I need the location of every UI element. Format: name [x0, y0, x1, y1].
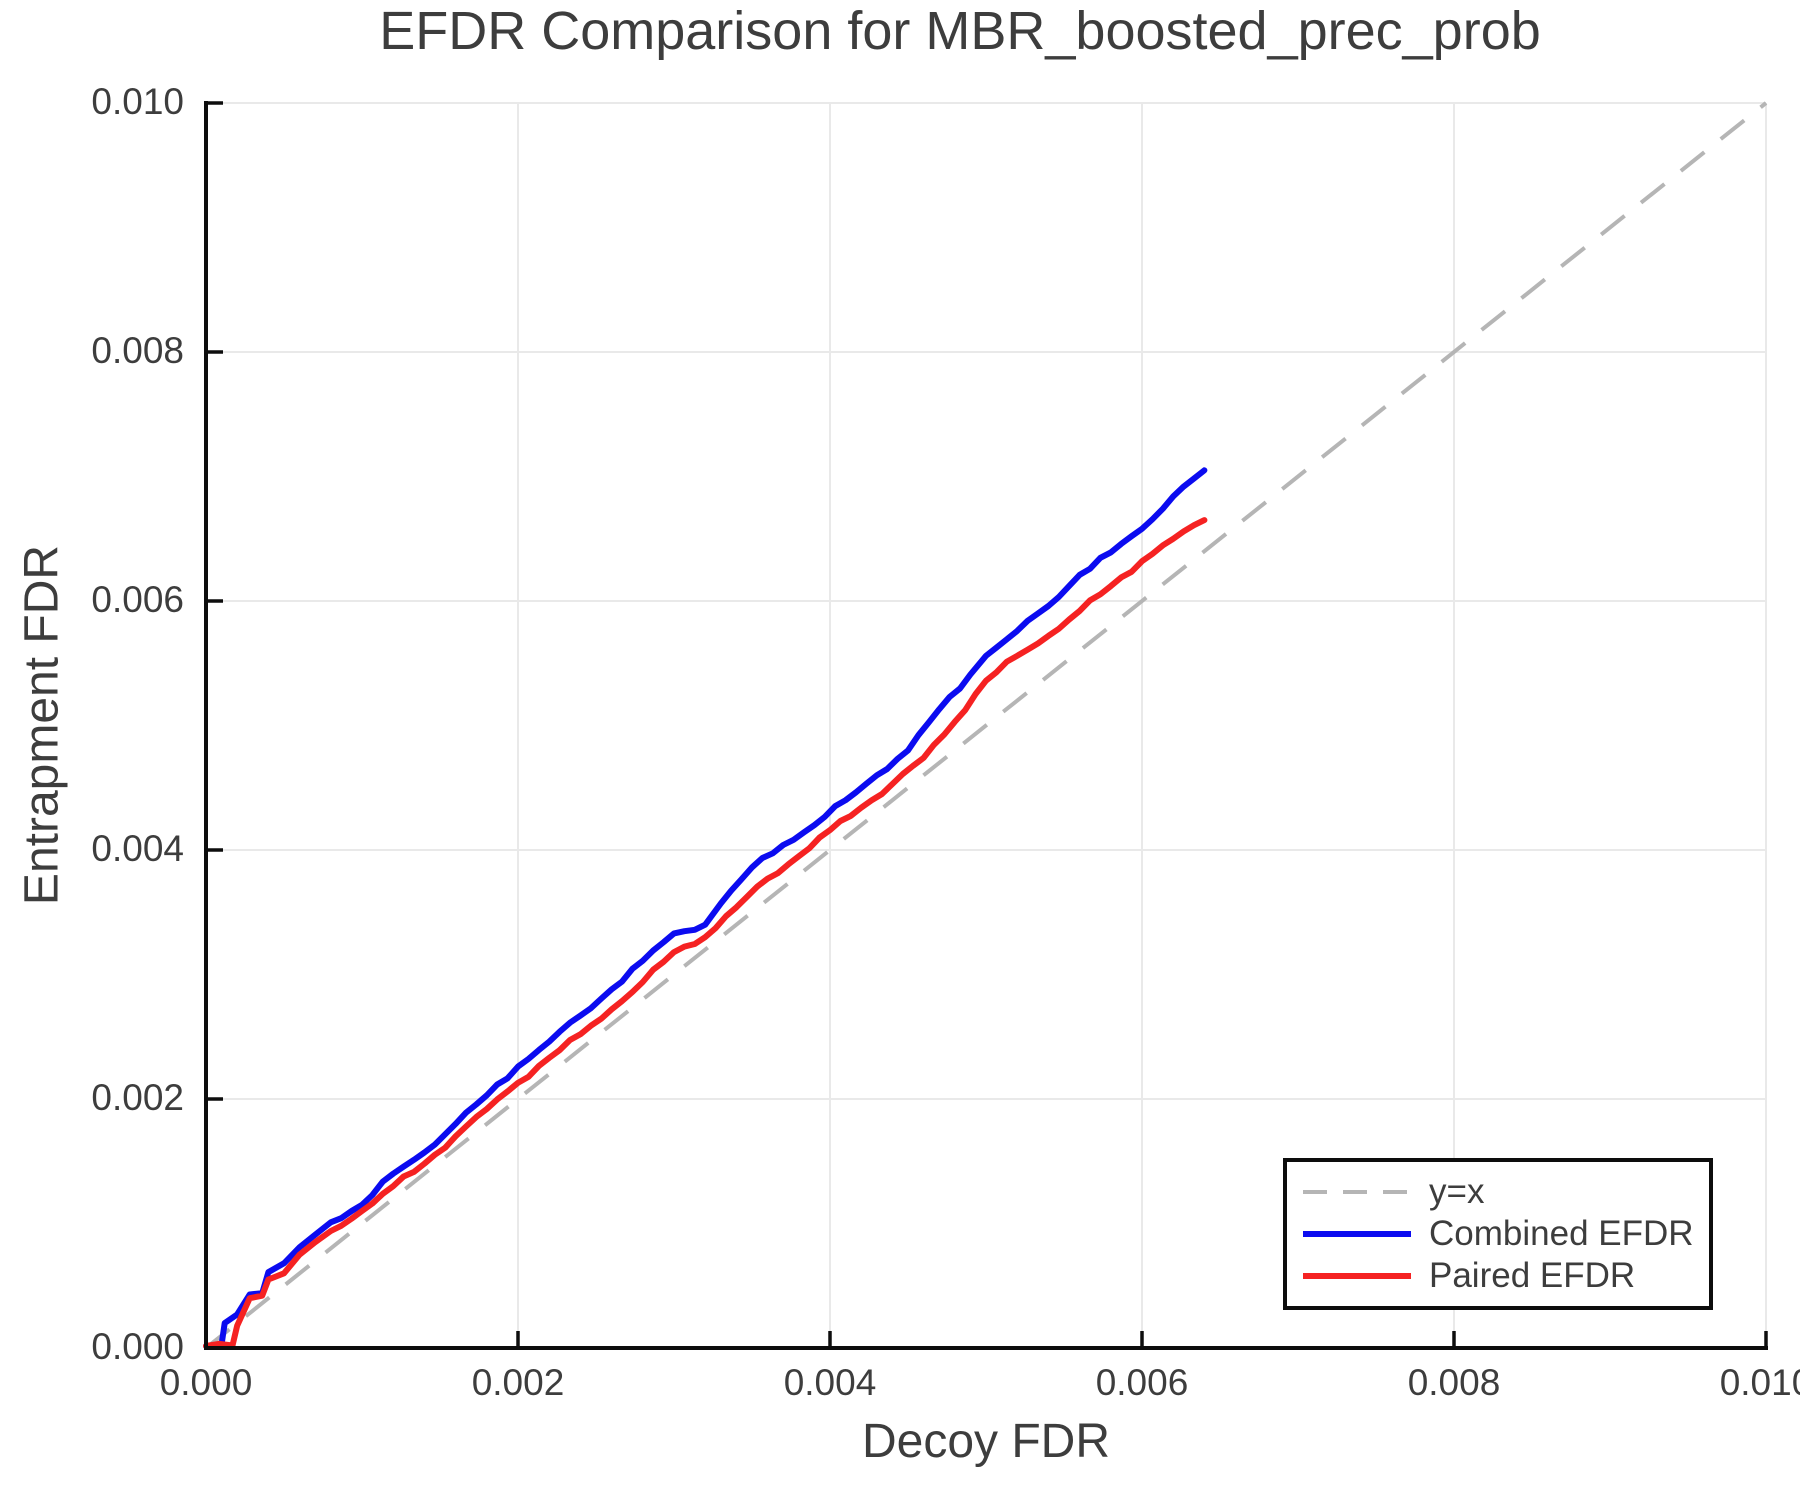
legend-line-swatch — [1303, 1231, 1411, 1237]
x-tick-label: 0.000 — [159, 1362, 253, 1403]
legend: y=x Combined EFDR Paired EFDR — [1283, 1158, 1713, 1310]
legend-dashed-line-swatch — [1303, 1190, 1411, 1194]
legend-line-swatch — [1303, 1273, 1411, 1279]
legend-row: y=x — [1301, 1171, 1709, 1213]
y-tick-label: 0.010 — [91, 81, 184, 122]
chart-title: EFDR Comparison for MBR_boosted_prec_pro… — [379, 1, 1541, 61]
legend-row: Paired EFDR — [1301, 1255, 1709, 1297]
y-tick-label: 0.006 — [91, 579, 184, 620]
legend-label: Combined EFDR — [1429, 1214, 1694, 1253]
legend-items: y=x Combined EFDR Paired EFDR — [1301, 1171, 1709, 1297]
x-tick-label: 0.006 — [1095, 1362, 1189, 1403]
y-tick-label: 0.004 — [91, 828, 184, 869]
series-line-paired — [203, 517, 1208, 1349]
identity-line — [204, 101, 1768, 1350]
legend-row: Combined EFDR — [1301, 1213, 1709, 1255]
x-tick-label: 0.004 — [783, 1362, 877, 1403]
series-line-combined — [203, 467, 1208, 1349]
x-tick-label: 0.002 — [471, 1362, 565, 1403]
y-tick-label: 0.002 — [91, 1077, 184, 1118]
y-tick-label: 0.008 — [91, 330, 184, 371]
legend-label: Paired EFDR — [1429, 1256, 1636, 1295]
y-tick-label: 0.000 — [91, 1326, 184, 1367]
legend-label: y=x — [1429, 1172, 1485, 1211]
x-tick-label: 0.008 — [1407, 1362, 1501, 1403]
x-axis-label: Decoy FDR — [861, 1415, 1111, 1468]
x-tick-label: 0.010 — [1719, 1362, 1800, 1403]
